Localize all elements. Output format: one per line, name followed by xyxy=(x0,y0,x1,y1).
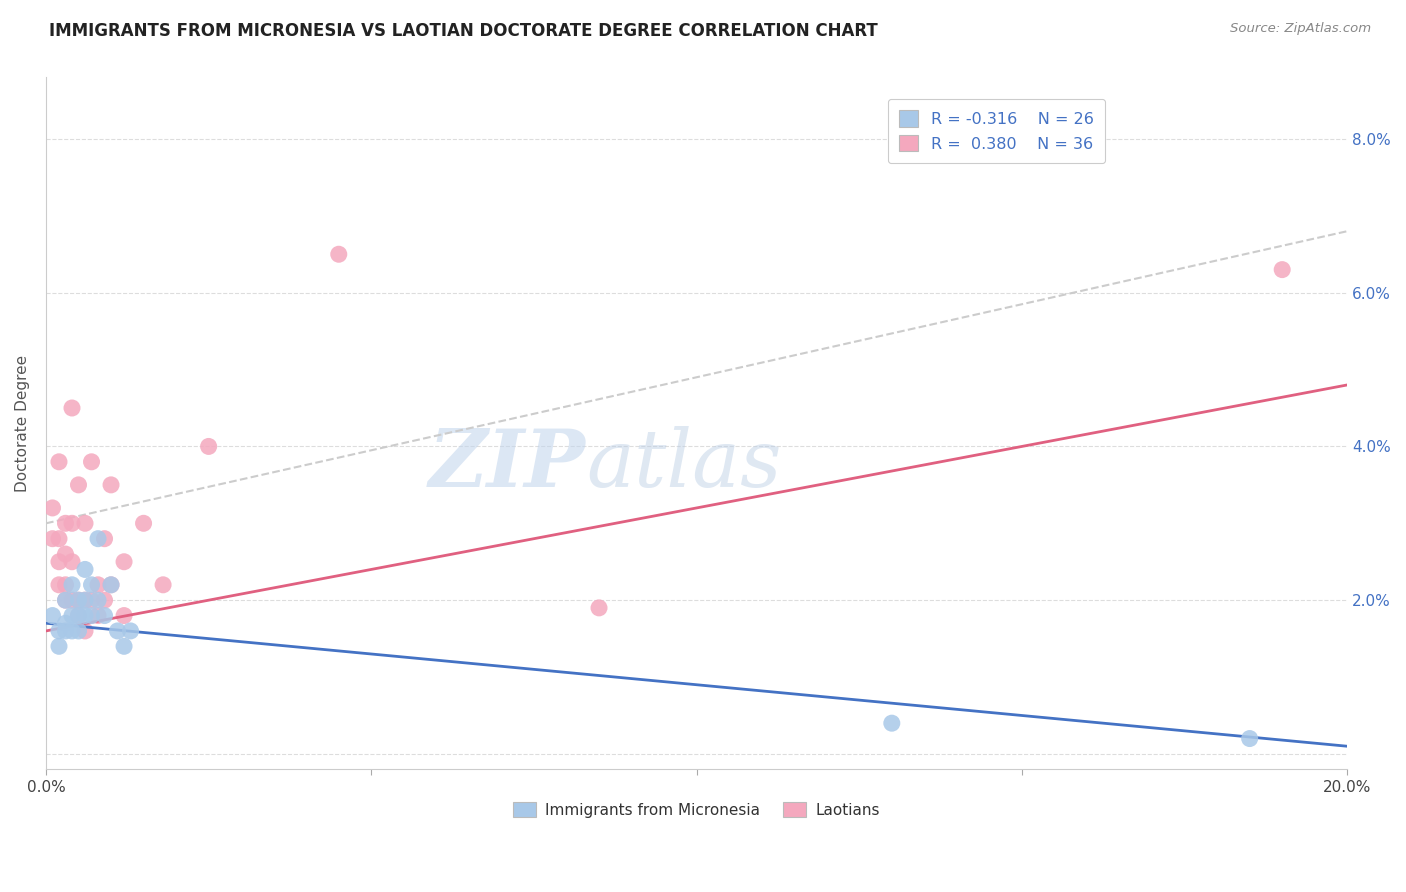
Point xyxy=(60,593,83,607)
Point xyxy=(73,624,96,638)
Point xyxy=(55,516,77,531)
Point xyxy=(55,616,77,631)
Point xyxy=(60,578,83,592)
Point xyxy=(1239,731,1261,746)
Point xyxy=(93,608,115,623)
Point xyxy=(48,455,70,469)
Point xyxy=(93,532,115,546)
Point xyxy=(112,608,135,623)
Point xyxy=(880,716,903,731)
Point xyxy=(67,593,90,607)
Point xyxy=(93,593,115,607)
Point xyxy=(67,593,90,607)
Point xyxy=(48,624,70,638)
Point xyxy=(67,608,90,623)
Point xyxy=(48,532,70,546)
Text: IMMIGRANTS FROM MICRONESIA VS LAOTIAN DOCTORATE DEGREE CORRELATION CHART: IMMIGRANTS FROM MICRONESIA VS LAOTIAN DO… xyxy=(49,22,877,40)
Y-axis label: Doctorate Degree: Doctorate Degree xyxy=(15,355,30,491)
Point xyxy=(73,593,96,607)
Legend: Immigrants from Micronesia, Laotians: Immigrants from Micronesia, Laotians xyxy=(508,796,886,824)
Point xyxy=(67,624,90,638)
Point xyxy=(60,516,83,531)
Point xyxy=(152,578,174,592)
Point xyxy=(55,593,77,607)
Point xyxy=(48,578,70,592)
Point xyxy=(80,593,103,607)
Point xyxy=(87,608,110,623)
Text: atlas: atlas xyxy=(586,426,782,504)
Point xyxy=(87,578,110,592)
Point xyxy=(60,624,83,638)
Point xyxy=(197,439,219,453)
Point xyxy=(100,478,122,492)
Point xyxy=(55,578,77,592)
Point xyxy=(55,593,77,607)
Text: ZIP: ZIP xyxy=(429,426,586,504)
Point xyxy=(87,532,110,546)
Point xyxy=(80,578,103,592)
Point xyxy=(328,247,350,261)
Point xyxy=(67,478,90,492)
Point xyxy=(73,562,96,576)
Point xyxy=(132,516,155,531)
Point xyxy=(80,608,103,623)
Point xyxy=(120,624,142,638)
Point xyxy=(112,640,135,654)
Point xyxy=(87,593,110,607)
Point xyxy=(112,555,135,569)
Text: Source: ZipAtlas.com: Source: ZipAtlas.com xyxy=(1230,22,1371,36)
Point xyxy=(41,532,63,546)
Point xyxy=(100,578,122,592)
Point xyxy=(55,547,77,561)
Point xyxy=(60,401,83,415)
Point xyxy=(55,624,77,638)
Point xyxy=(48,640,70,654)
Point xyxy=(73,593,96,607)
Point xyxy=(60,608,83,623)
Point xyxy=(73,516,96,531)
Point xyxy=(100,578,122,592)
Point xyxy=(73,608,96,623)
Point xyxy=(60,555,83,569)
Point xyxy=(41,500,63,515)
Point xyxy=(1271,262,1294,277)
Point xyxy=(67,608,90,623)
Point xyxy=(107,624,129,638)
Point xyxy=(48,555,70,569)
Point xyxy=(41,608,63,623)
Point xyxy=(588,600,610,615)
Point xyxy=(80,455,103,469)
